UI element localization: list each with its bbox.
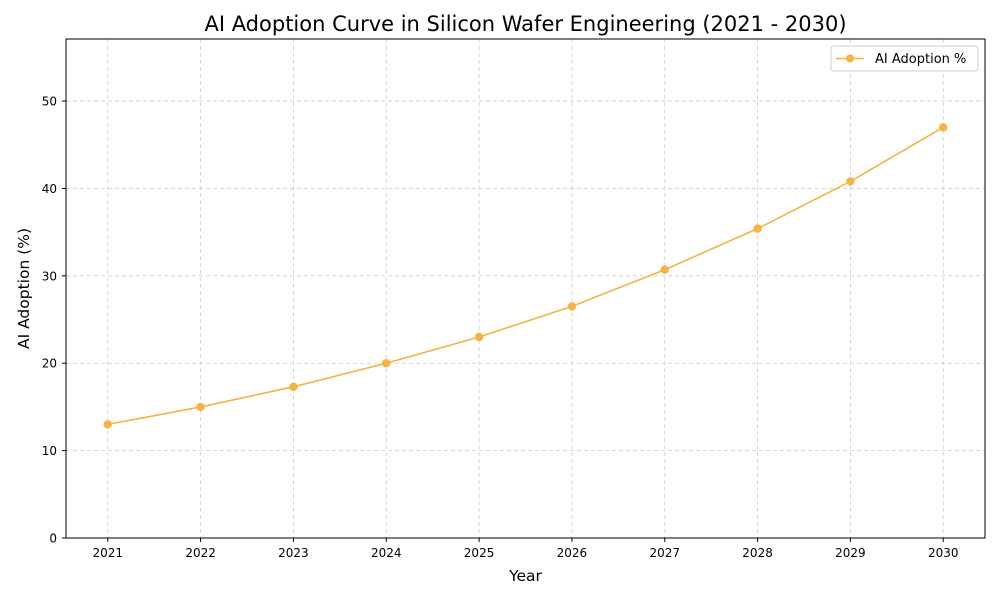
x-tick-label: 2023: [278, 546, 309, 560]
data-point: [846, 177, 855, 186]
x-tick-label: 2026: [557, 546, 588, 560]
grid: [66, 39, 985, 539]
y-axis-label: AI Adoption (%): [15, 228, 33, 349]
y-tick-label: 0: [49, 532, 57, 546]
x-tick-label: 2024: [371, 546, 402, 560]
x-tick-label: 2021: [92, 546, 123, 560]
legend-frame: [830, 45, 979, 72]
x-tick-label: 2022: [185, 546, 216, 560]
data-point: [660, 265, 669, 274]
legend-marker: [846, 54, 854, 63]
data-point: [196, 402, 205, 412]
chart-title: AI Adoption Curve in Silicon Wafer Engin…: [204, 12, 846, 36]
y-tick-label: 40: [42, 182, 57, 196]
x-tick-label: 2027: [649, 546, 680, 560]
plot-frame: [65, 38, 986, 539]
y-tick-label: 20: [42, 357, 57, 371]
x-tick-label: 2030: [928, 546, 959, 560]
y-tick-label: 50: [42, 95, 57, 109]
ticks: 2021 2022 2023 2024 2025 2026 2027 2028 2029 2030…: [42, 95, 959, 560]
series: [103, 123, 948, 429]
data-point: [567, 302, 577, 311]
x-tick-label: 2029: [835, 546, 866, 560]
x-tick-label: 2028: [742, 546, 773, 560]
y-tick-label: 30: [42, 269, 57, 283]
data-point: [939, 123, 948, 132]
legend-label: AI Adoption %: [875, 52, 966, 67]
x-tick-label: 2025: [464, 546, 495, 560]
data-point: [103, 420, 112, 429]
x-axis-label: Year: [508, 567, 542, 585]
data-point: [753, 224, 762, 233]
series-line: [107, 126, 944, 426]
legend: AI Adoption %: [830, 45, 979, 72]
data-point: [382, 359, 391, 368]
data-point: [289, 382, 298, 392]
data-point: [474, 332, 484, 342]
y-tick-label: 10: [42, 444, 57, 458]
